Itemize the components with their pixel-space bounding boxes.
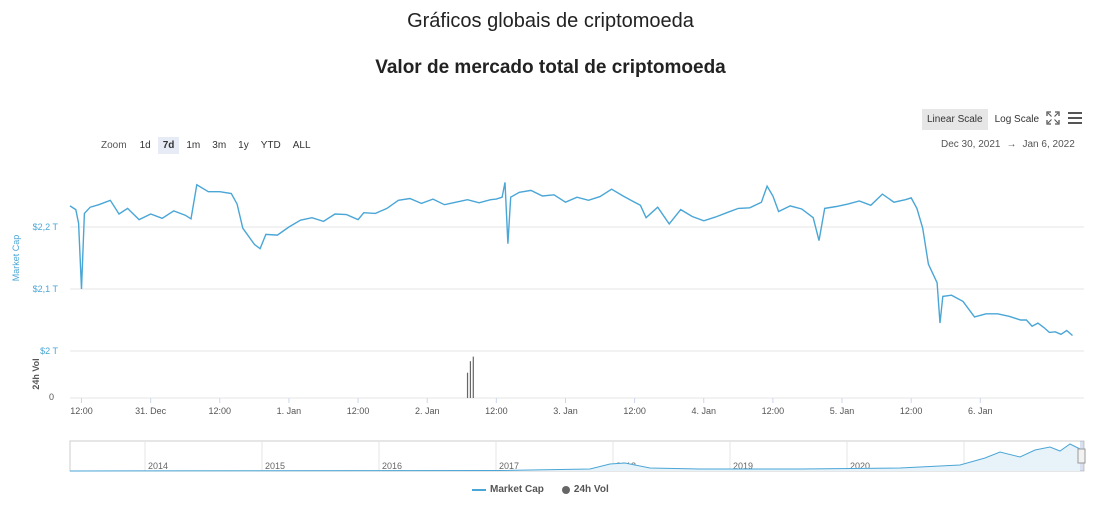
volume-tick-label: 0: [49, 392, 54, 402]
x-tick-label: 3. Jan: [553, 406, 578, 416]
x-tick-label: 31. Dec: [135, 406, 167, 416]
market-cap-chart[interactable]: $2,2 T $2,1 T $2 T 0 Market Cap 24h Vol 12:00 3…: [0, 0, 1101, 480]
menu-icon[interactable]: [1068, 112, 1082, 124]
navigator-year-label: 2020: [850, 461, 870, 471]
x-tick-label: 12:00: [485, 406, 508, 416]
x-tick-label: 5. Jan: [830, 406, 855, 416]
range-arrow: →: [1006, 139, 1017, 150]
legend-volume-label: 24h Vol: [573, 484, 609, 495]
x-tick-label: 1. Jan: [277, 406, 302, 416]
scale-toggle: Linear Scale Log Scale: [922, 109, 1045, 130]
fullscreen-icon[interactable]: [1046, 111, 1060, 125]
zoom-1d-button[interactable]: 1d: [139, 140, 151, 151]
zoom-1y-button[interactable]: 1y: [238, 140, 249, 151]
x-tick-label: 4. Jan: [691, 406, 716, 416]
navigator-year-label: 2017: [499, 461, 519, 471]
navigator-year-label: 2016: [382, 461, 402, 471]
navigator-handle[interactable]: [1077, 448, 1086, 464]
legend-volume[interactable]: 24h Vol: [561, 484, 609, 495]
y-tick-label: $2 T: [40, 346, 58, 356]
linear-scale-button[interactable]: Linear Scale: [922, 109, 988, 130]
legend-line-swatch: [472, 488, 486, 491]
volume-bar: [469, 361, 472, 398]
zoom-3m-button[interactable]: 3m: [212, 140, 227, 151]
navigator-area: [70, 444, 1080, 471]
navigator-year-label: 2019: [733, 461, 753, 471]
zoom-label: Zoom: [101, 140, 127, 151]
range-from[interactable]: Dec 30, 2021: [941, 139, 1001, 150]
x-tick-label: 12:00: [623, 406, 646, 416]
x-tick-label: 12:00: [347, 406, 370, 416]
zoom-selector: Zoom 1d 7d 1m 3m 1y YTD ALL: [101, 137, 316, 154]
x-tick-label: 12:00: [762, 406, 785, 416]
zoom-ytd-button[interactable]: YTD: [260, 140, 281, 151]
volume-axis-title: 24h Vol: [31, 358, 41, 389]
x-tick-label: 12:00: [70, 406, 93, 416]
x-tick-label: 6. Jan: [968, 406, 993, 416]
x-tick-label: 2. Jan: [415, 406, 440, 416]
legend: Market Cap 24h Vol: [472, 484, 609, 495]
chart-title: Valor de mercado total de criptomoeda: [375, 57, 726, 78]
x-tick-label: 12:00: [900, 406, 923, 416]
range-to[interactable]: Jan 6, 2022: [1022, 139, 1075, 150]
y-axis-title: Market Cap: [11, 235, 21, 282]
zoom-7d-button[interactable]: 7d: [157, 137, 180, 154]
legend-dot-swatch: [561, 485, 570, 494]
zoom-1m-button[interactable]: 1m: [186, 140, 201, 151]
market-cap-line: [69, 182, 1073, 337]
volume-bar: [472, 356, 474, 398]
navigator-year-label: 2014: [148, 461, 168, 471]
y-tick-label: $2,2 T: [33, 222, 59, 232]
legend-market-cap[interactable]: Market Cap: [472, 484, 544, 495]
x-tick-label: 12:00: [209, 406, 232, 416]
y-tick-label: $2,1 T: [33, 284, 59, 294]
log-scale-button[interactable]: Log Scale: [989, 109, 1045, 130]
navigator-year-label: 2015: [265, 461, 285, 471]
navigator-line: [69, 443, 1081, 472]
page-title: Gráficos globais de criptomoeda: [407, 10, 694, 32]
date-range[interactable]: Dec 30, 2021 → Jan 6, 2022: [938, 139, 1078, 150]
zoom-all-button[interactable]: ALL: [292, 140, 311, 151]
volume-bar: [466, 372, 469, 398]
legend-market-cap-label: Market Cap: [490, 484, 544, 495]
